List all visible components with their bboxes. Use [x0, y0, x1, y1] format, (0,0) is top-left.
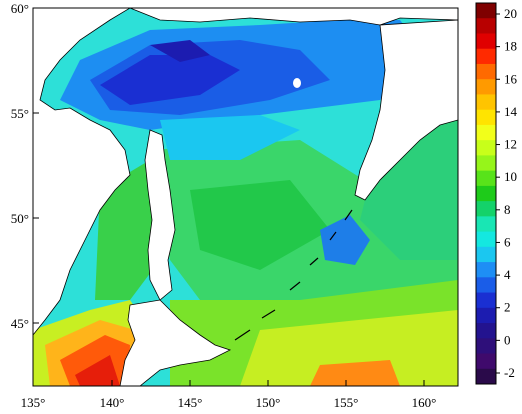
lon-tick-label: 155°	[334, 395, 359, 410]
lat-tick-label: 60°	[11, 1, 29, 16]
colorbar-swatch	[476, 170, 496, 187]
colorbar-swatch	[476, 246, 496, 263]
lon-tick-label: 150°	[256, 395, 281, 410]
colorbar-label: 14	[504, 104, 518, 119]
colorbar-frame	[475, 2, 497, 385]
colorbar-swatch	[476, 338, 496, 355]
colorbar-swatch	[476, 33, 496, 50]
colorbar-label: 6	[504, 234, 511, 249]
map-frame	[32, 7, 459, 387]
lon-tick-marks	[32, 380, 425, 386]
colorbar-label: 16	[504, 71, 518, 86]
colorbar-label: 0	[504, 332, 511, 347]
temperature-field	[33, 8, 458, 386]
colorbar-label: 8	[504, 202, 511, 217]
lon-tick-label: 140°	[100, 395, 125, 410]
colorbar-swatch	[476, 140, 496, 156]
colorbar-swatch	[476, 277, 496, 294]
colorbar-swatch	[476, 185, 496, 202]
colorbar-swatch	[476, 307, 496, 324]
colorbar-label: 12	[504, 137, 517, 152]
lat-tick-marks	[33, 7, 39, 324]
colorbar-swatch	[476, 18, 496, 34]
colorbar-label: 18	[504, 39, 517, 54]
colorbar-swatch	[476, 3, 496, 19]
colorbar-swatch	[476, 201, 496, 217]
colorbar-label: 10	[504, 169, 517, 184]
colorbar-label: 20	[504, 6, 517, 21]
colorbar-swatch	[476, 79, 496, 95]
colorbar-swatch	[476, 216, 496, 233]
lat-tick-label: 45°	[11, 316, 29, 331]
colorbar-swatch	[476, 368, 496, 385]
lat-tick-label: 50°	[11, 211, 29, 226]
colorbar-label: 4	[504, 267, 511, 282]
lon-tick-label: 145°	[178, 395, 203, 410]
colorbar-swatch	[476, 124, 496, 141]
colorbar-swatch	[476, 48, 496, 65]
colorbar-swatch	[476, 155, 496, 172]
colorbar-swatch	[476, 63, 496, 80]
colorbar-swatch	[476, 323, 496, 339]
lat-tick-label: 55°	[11, 106, 29, 121]
colorbar-swatch	[476, 353, 496, 370]
colorbar-label: 2	[504, 300, 511, 315]
colorbar-swatch	[476, 292, 496, 309]
lon-tick-label: 135°	[21, 395, 46, 410]
colorbar-swatch	[476, 94, 496, 111]
lon-tick-label: 160°	[412, 395, 437, 410]
colorbar-swatch	[476, 231, 496, 248]
colorbar-swatch	[476, 262, 496, 278]
colorbar-swatch	[476, 109, 496, 126]
colorbar-label: -2	[504, 365, 515, 380]
